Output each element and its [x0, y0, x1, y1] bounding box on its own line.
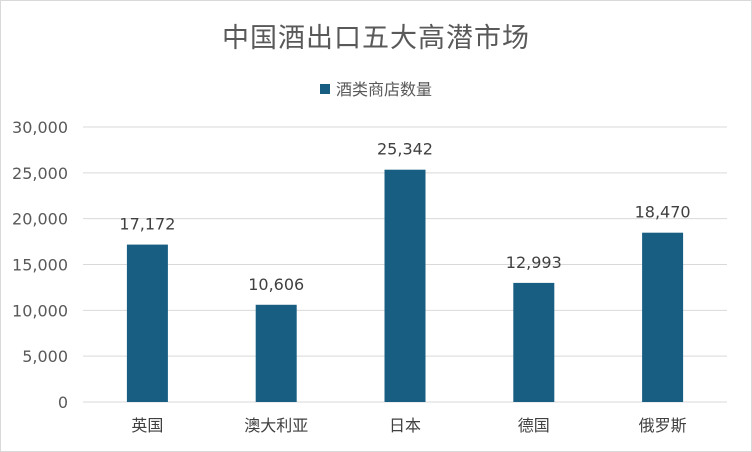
- bars: [126, 169, 684, 402]
- x-axis-categories: 英国 澳大利亚 日本 德国 俄罗斯: [131, 416, 686, 435]
- x-category-label: 德国: [518, 416, 550, 435]
- y-tick-label: 0: [58, 393, 68, 412]
- data-label: 12,993: [506, 253, 562, 272]
- legend-label: 酒类商店数量: [335, 80, 432, 99]
- legend: 酒类商店数量: [0, 76, 752, 100]
- y-axis-ticks: 0 5,000 10,000 15,000 20,000 25,000 30,000: [12, 118, 68, 412]
- y-tick-label: 25,000: [12, 164, 68, 183]
- x-category-label: 日本: [389, 416, 421, 435]
- chart-title: 中国酒出口五大高潜市场: [222, 23, 530, 54]
- x-category-label: 英国: [131, 416, 163, 435]
- y-tick-label: 30,000: [12, 118, 68, 137]
- data-label: 17,172: [119, 215, 175, 234]
- y-tick-label: 5,000: [22, 347, 68, 366]
- bar: [126, 244, 168, 402]
- bar: [513, 282, 555, 402]
- bar: [255, 304, 297, 402]
- legend-swatch: [319, 84, 330, 94]
- x-category-label: 俄罗斯: [639, 416, 687, 435]
- y-tick-label: 15,000: [12, 256, 68, 275]
- bar: [642, 232, 684, 402]
- data-label: 18,470: [635, 203, 691, 222]
- bar: [384, 169, 426, 402]
- data-label: 10,606: [248, 275, 304, 294]
- data-labels: 17,172 10,606 25,342 12,993 18,470: [119, 140, 690, 294]
- data-label: 25,342: [377, 140, 433, 159]
- y-tick-label: 10,000: [12, 301, 68, 320]
- x-category-label: 澳大利亚: [244, 416, 308, 435]
- y-tick-label: 20,000: [12, 210, 68, 229]
